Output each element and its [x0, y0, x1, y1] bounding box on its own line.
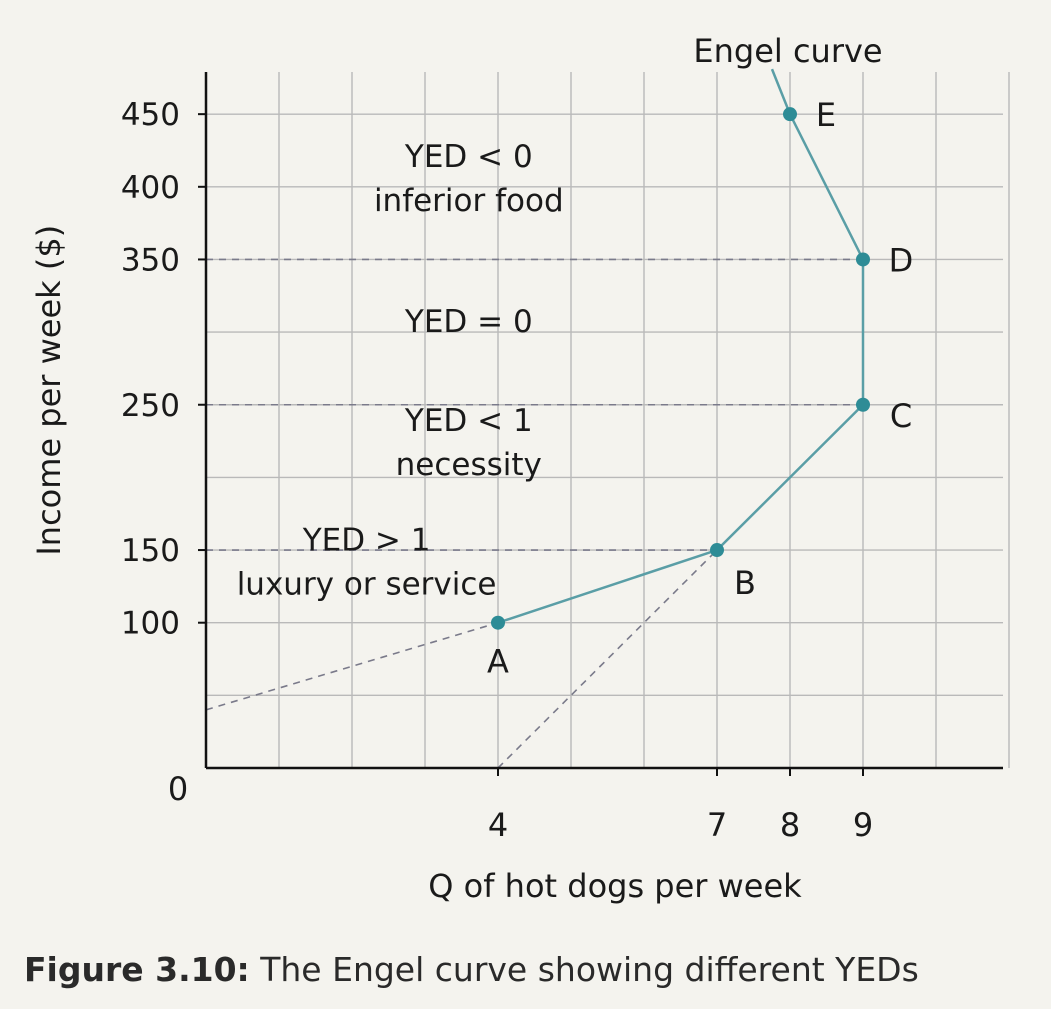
y-tick-label: 150 — [121, 533, 180, 569]
y-tick-label: 400 — [121, 170, 180, 206]
x-tick-label: 8 — [780, 806, 800, 844]
engel-curve-line — [497, 68, 865, 624]
data-point-b — [710, 543, 724, 558]
grid — [206, 72, 1010, 768]
engel-curve: A B C D E Engel curve — [487, 32, 913, 681]
x-tick-label: 4 — [488, 806, 508, 844]
y-axis-label: Income per week ($) — [30, 225, 68, 556]
annotation-text: YED > 1 — [302, 522, 431, 558]
annotation-text: luxury or service — [237, 566, 497, 602]
data-point-a — [491, 615, 505, 630]
chart-labels: YED < 0 inferior food YED = 0 YED < 1 necess… — [237, 139, 564, 603]
point-label-c: C — [890, 397, 912, 435]
dashed-guides — [205, 258, 863, 769]
annotation-text: YED < 1 — [404, 403, 533, 439]
data-point-c — [856, 397, 870, 412]
annotation-text: necessity — [396, 447, 542, 483]
x-tick-label: 9 — [853, 806, 873, 844]
annotation-text: YED = 0 — [404, 304, 533, 340]
engel-curve-chart: 4 7 8 9 100 150 250 350 400 450 0 Q of hot dogs per… — [30, 32, 1010, 905]
y-tick-label: 350 — [121, 242, 180, 278]
figure-caption: Figure 3.10: The Engel curve showing dif… — [24, 950, 919, 989]
y-tick-label: 100 — [121, 606, 180, 642]
annotation-text: YED < 0 — [404, 139, 533, 175]
dashed-guide-ray — [205, 621, 499, 711]
data-point-d — [856, 252, 870, 267]
point-label-d: D — [889, 241, 914, 279]
point-label-b: B — [734, 564, 756, 602]
x-axis-label: Q of hot dogs per week — [428, 867, 802, 905]
data-point-e — [783, 107, 797, 122]
dashed-guide-ray — [497, 549, 718, 769]
y-tick-label: 450 — [121, 97, 180, 133]
caption-text: The Engel curve showing different YEDs — [249, 950, 919, 989]
point-label-e: E — [816, 96, 836, 134]
origin-label: 0 — [168, 770, 188, 808]
y-tick-label: 250 — [121, 388, 180, 424]
series-label: Engel curve — [693, 32, 882, 70]
point-label-a: A — [487, 643, 509, 681]
annotation-text: inferior food — [374, 183, 564, 219]
axes: 4 7 8 9 100 150 250 350 400 450 0 Q of hot dogs per… — [30, 72, 1003, 905]
figure-number: Figure 3.10: — [24, 950, 250, 989]
x-tick-label: 7 — [707, 806, 727, 844]
